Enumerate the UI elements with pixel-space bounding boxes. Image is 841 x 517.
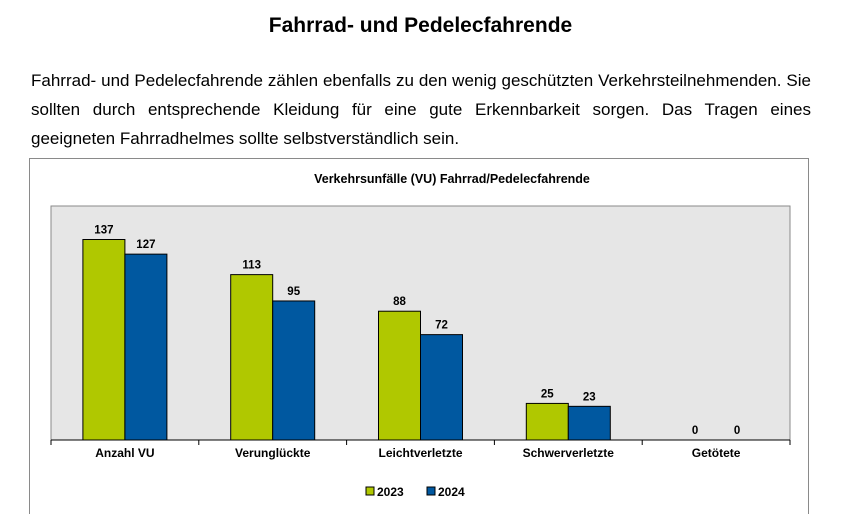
data-label-2023-4: 25	[541, 388, 554, 400]
bar-2023-1	[82, 239, 126, 441]
bar-2023-2	[230, 274, 274, 441]
data-label-2023-3: 88	[393, 296, 406, 308]
category-label-3: Leichtverletzte	[378, 446, 462, 460]
legend-swatch-2023	[365, 486, 375, 496]
legend-label-2024: 2024	[438, 485, 465, 499]
chart-frame	[29, 158, 809, 514]
category-label-4: Schwerverletzte	[523, 446, 615, 460]
category-label-2: Verunglückte	[235, 446, 311, 460]
data-label-2024-5: 0	[734, 425, 740, 437]
data-label-2023-5: 0	[692, 425, 698, 437]
bar-2024-1	[124, 253, 168, 441]
page-title: Fahrrad- und Pedelecfahrende	[268, 14, 573, 37]
bar-2024-2	[272, 300, 316, 441]
chart-title: Verkehrsunfälle (VU) Fahrrad/Pedelecfahr…	[314, 172, 590, 186]
bar-2024-3	[420, 334, 463, 441]
data-label-2024-2: 95	[287, 286, 300, 298]
data-label-2024-3: 72	[435, 320, 448, 332]
data-label-2023-2: 113	[242, 260, 261, 272]
legend-swatch-2024	[426, 486, 436, 496]
bar-2023-3	[378, 310, 421, 441]
intro-paragraph: Fahrrad- und Pedelecfahrende zählen eben…	[31, 71, 811, 148]
data-label-2024-4: 23	[583, 391, 596, 403]
category-label-1: Anzahl VU	[95, 446, 154, 460]
category-label-5: Getötete	[692, 446, 741, 460]
data-label-2023-1: 137	[94, 225, 113, 237]
legend-label-2023: 2023	[377, 485, 404, 499]
bar-2024-4	[567, 405, 611, 441]
legend: 2023 2024	[365, 485, 465, 499]
data-label-2024-1: 127	[136, 239, 155, 251]
bars-group: 137 127 Anzahl VU 113 95 Verunglückte 88 72 Leic…	[50, 225, 791, 460]
bar-2023-4	[525, 402, 569, 441]
